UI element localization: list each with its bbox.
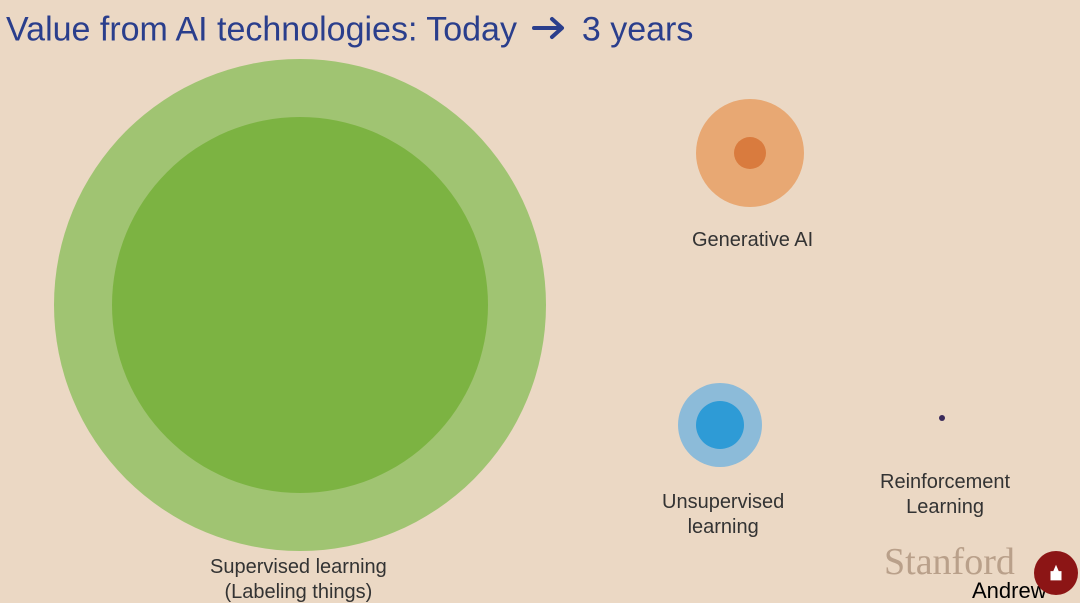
slide: Value from AI technologies: Today 3 year… [0, 0, 1080, 603]
generative-inner-circle [734, 137, 766, 169]
supervised-label-line1: Supervised learning [210, 555, 387, 580]
reinforcement-label: Reinforcement Learning [880, 470, 1010, 520]
slide-title: Value from AI technologies: Today 3 year… [6, 10, 693, 53]
generative-label: Generative AI [692, 228, 813, 253]
unsupervised-inner-circle [696, 401, 744, 449]
supervised-inner-circle [112, 117, 488, 493]
reinforcement-label-line2: Learning [880, 495, 1010, 520]
supervised-label: Supervised learning (Labeling things) [210, 555, 387, 603]
reinforcement-label-line1: Reinforcement [880, 470, 1010, 495]
unsupervised-label-line2: learning [662, 515, 784, 540]
unsupervised-label-line1: Unsupervised [662, 490, 784, 515]
title-part2: 3 years [582, 10, 694, 48]
stanford-badge-icon [1034, 551, 1078, 595]
watermark-text: Stanford [884, 541, 1015, 583]
unsupervised-label: Unsupervised learning [662, 490, 784, 540]
generative-label-text: Generative AI [692, 229, 813, 251]
arrow-icon [532, 10, 566, 49]
title-part1: Value from AI technologies: Today [6, 10, 517, 48]
reinforcement-dot [939, 415, 945, 421]
supervised-label-line2: (Labeling things) [210, 580, 387, 603]
